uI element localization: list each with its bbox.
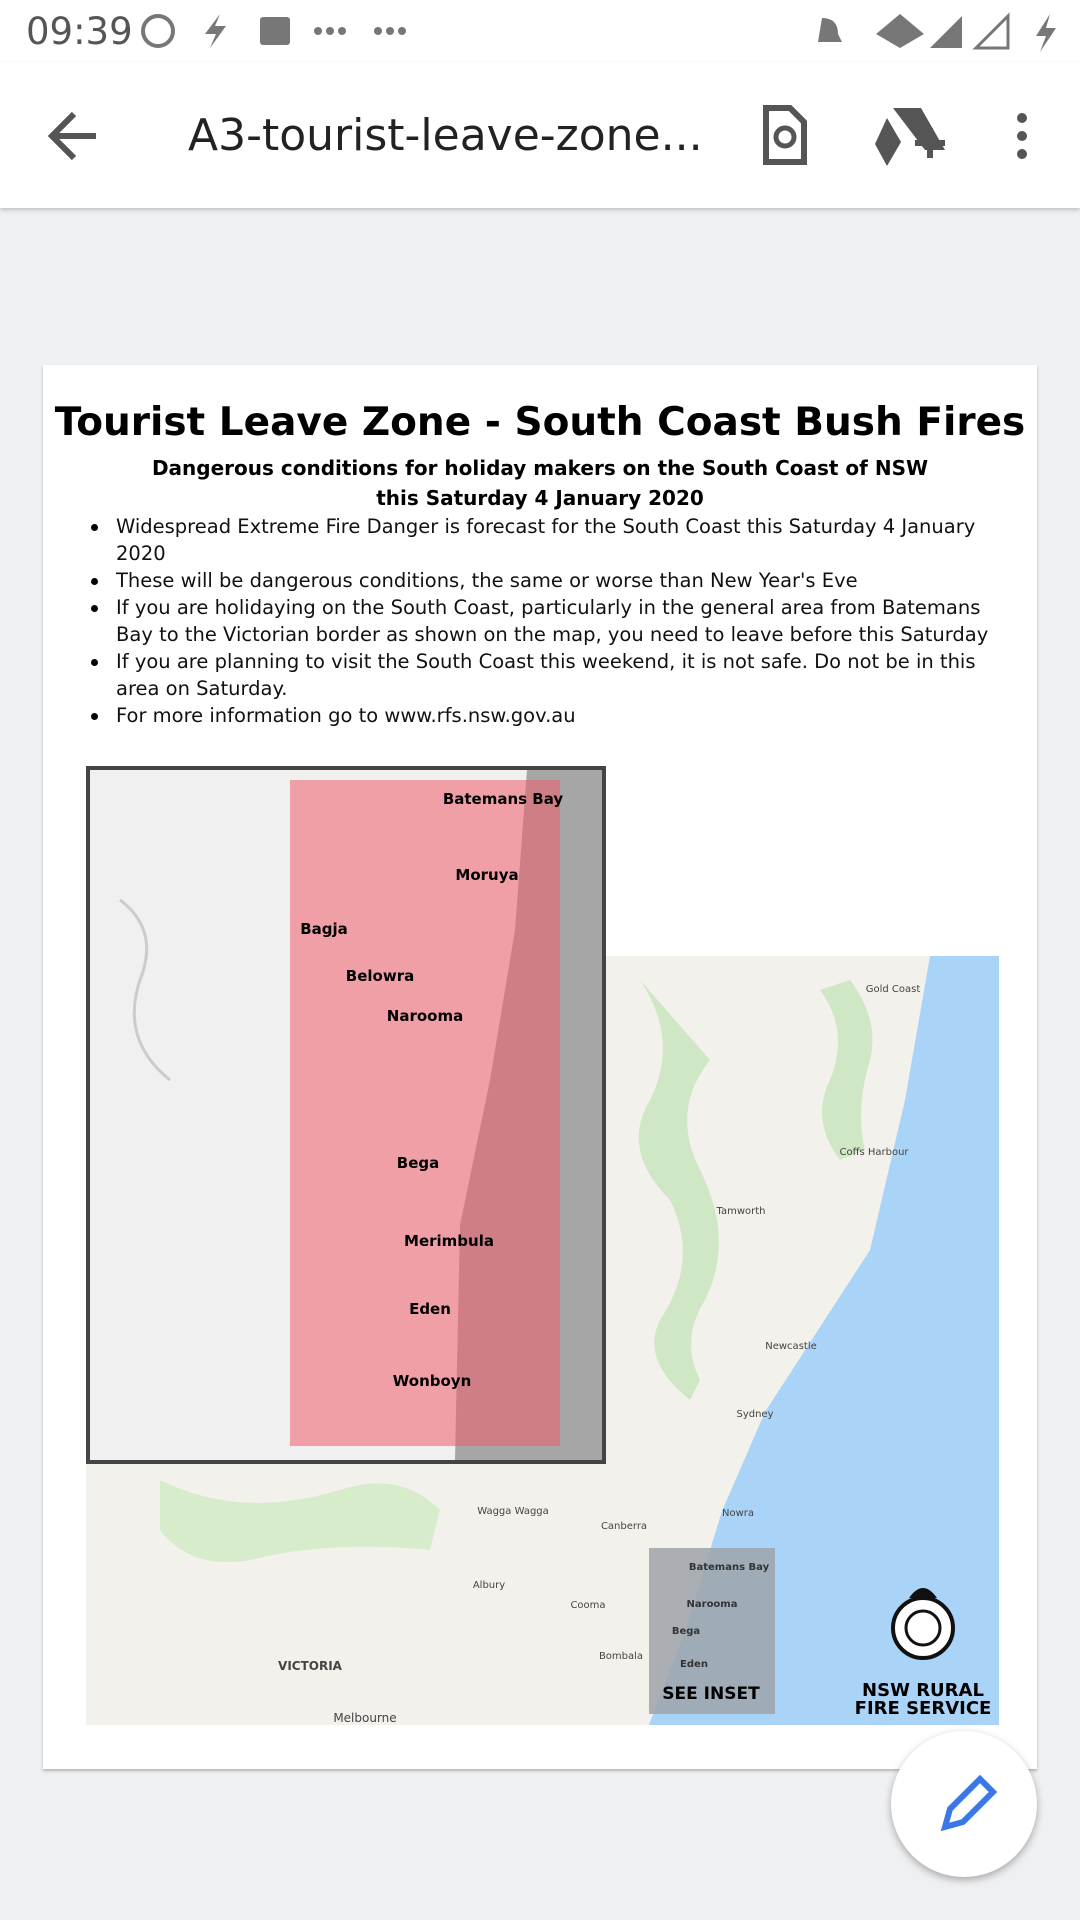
add-to-drive[interactable] <box>875 108 945 166</box>
app-bar: A3-tourist-leave-zone... <box>0 62 1080 208</box>
map-label: Bagja <box>300 920 348 938</box>
map-label: VICTORIA <box>278 1659 343 1673</box>
map-label: Narooma <box>687 1599 738 1610</box>
map-label: Sydney <box>736 1409 773 1420</box>
bullet-item: For more information go to www.rfs.nsw.g… <box>91 702 1016 729</box>
back-button[interactable] <box>47 111 96 161</box>
edit-button[interactable] <box>891 1731 1037 1877</box>
map-label: Batemans Bay <box>443 790 564 808</box>
app-bar-title: A3-tourist-leave-zone... <box>188 110 703 161</box>
inset-key-box <box>649 1548 775 1714</box>
map-label: Canberra <box>601 1521 647 1532</box>
map-label: Melbourne <box>333 1711 396 1725</box>
map-label: Wagga Wagga <box>477 1506 549 1517</box>
bullet-item: If you are planning to visit the South C… <box>91 648 1016 702</box>
map-label: Belowra <box>346 967 414 985</box>
bullet-item: If you are holidaying on the South Coast… <box>91 594 1016 648</box>
map-label: Nowra <box>722 1508 754 1519</box>
map-label: Narooma <box>387 1007 463 1025</box>
bullet-list: Widespread Extreme Fire Danger is foreca… <box>91 513 1016 729</box>
map-label: Merimbula <box>404 1232 494 1250</box>
bullet-item: These will be dangerous conditions, the … <box>91 567 1016 594</box>
map-label: FIRE SERVICE <box>855 1698 992 1719</box>
map-label: Gold Coast <box>866 984 921 995</box>
map-label: Newcastle <box>765 1341 817 1352</box>
document-title: Tourist Leave Zone - South Coast Bush Fi… <box>54 400 1026 445</box>
status-time: 09:39 <box>26 10 133 53</box>
map-label: Coffs Harbour <box>839 1147 909 1158</box>
map-label: Bega <box>672 1626 700 1637</box>
map-label: Bega <box>397 1154 439 1172</box>
map-label: NSW RURAL <box>862 1680 984 1701</box>
map-label: Tamworth <box>716 1206 766 1217</box>
map-label: SEE INSET <box>662 1684 760 1704</box>
map-label: Cooma <box>570 1600 605 1611</box>
rfs-crest <box>891 1588 955 1660</box>
map-label: Eden <box>409 1300 451 1318</box>
map-label: Batemans Bay <box>689 1562 770 1573</box>
map-label: Eden <box>680 1659 708 1670</box>
find-in-document[interactable] <box>763 105 807 165</box>
inset-map <box>86 766 606 1464</box>
map-label: Wonboyn <box>393 1372 472 1390</box>
map-label: Bombala <box>599 1651 643 1662</box>
bullet-item: Widespread Extreme Fire Danger is foreca… <box>91 513 1016 567</box>
more-options[interactable] <box>1017 113 1027 159</box>
map-label: Albury <box>473 1580 505 1591</box>
status-icons <box>141 12 1056 52</box>
map-label: Moruya <box>455 866 518 884</box>
document-subtitle: Dangerous conditions for holiday makers … <box>151 456 929 510</box>
